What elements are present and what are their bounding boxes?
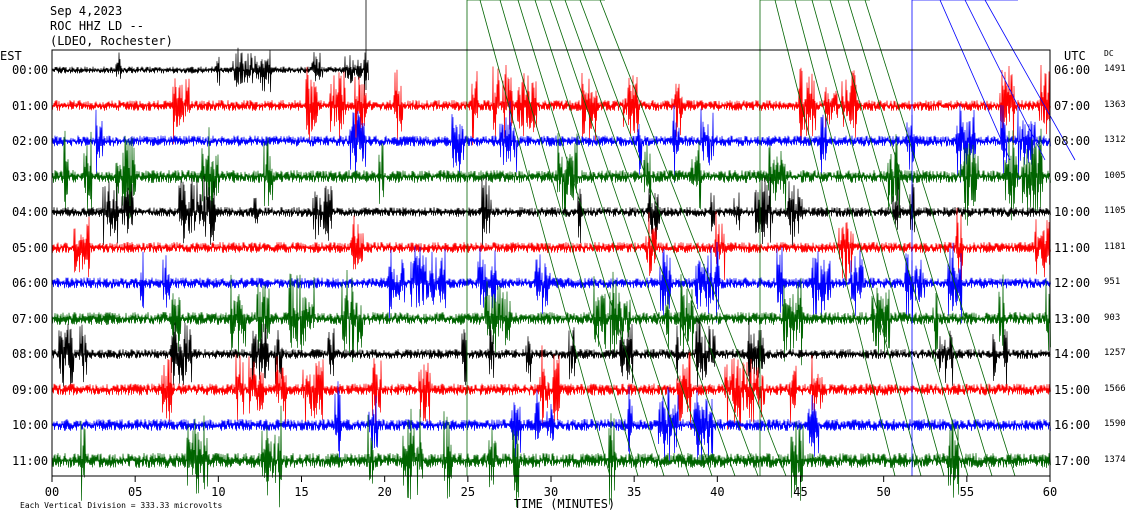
utc-label-5: 11:00 (1054, 240, 1091, 255)
dc-value-8: 1257 (1104, 348, 1126, 358)
marker-diag-a2 (517, 0, 665, 477)
dc-value-5: 1181 (1104, 241, 1126, 252)
trace-02:00 (51, 101, 1051, 183)
marker-diag-b5 (864, 0, 1016, 477)
marker-diag-b4 (847, 0, 993, 477)
est-label-9: 09:00 (12, 382, 49, 397)
trace-10:00 (51, 381, 1051, 469)
marker-diag-a6 (579, 0, 759, 477)
marker-diag-a3 (534, 0, 690, 477)
trace-08:00 (51, 317, 1051, 391)
trace-07:00 (51, 269, 1051, 366)
est-label-7: 07:00 (12, 311, 49, 326)
est-label-3: 03:00 (12, 169, 49, 184)
annotation-lines (365, 0, 1076, 477)
est-label-11: 11:00 (12, 453, 49, 468)
est-label-2: 02:00 (12, 134, 49, 148)
est-label-10: 10:00 (12, 418, 49, 432)
trace-06:00 (51, 241, 1051, 324)
utc-label-1: 07:00 (1054, 98, 1091, 113)
header-date: Sep 4,2023 (50, 4, 123, 18)
marker-diag-c0 (939, 0, 1011, 161)
dc-value-3: 1005 (1104, 170, 1126, 181)
utc-label-0: 06:00 (1054, 63, 1091, 77)
trace-00:00 (51, 47, 369, 96)
utc-label-6: 12:00 (1054, 276, 1091, 290)
x-tick-label-40: 40 (710, 485, 724, 499)
dc-value-4: 1105 (1104, 206, 1126, 216)
x-tick-label-35: 35 (627, 485, 641, 499)
est-label-4: 04:00 (12, 205, 49, 219)
x-ticks: 00 05 10 15 20 25 30 35 40 45 50 55 60 (45, 476, 1057, 499)
x-tick-label-05: 05 (128, 485, 142, 499)
marker-diag-b3 (829, 0, 969, 477)
est-label-8: 08:00 (12, 347, 49, 361)
dc-value-1: 1363 (1104, 99, 1126, 110)
x-tick-label-15: 15 (294, 485, 308, 499)
trace-04:00 (51, 175, 1051, 250)
footer-note: Each Vertical Division = 333.33 microvol… (20, 501, 223, 510)
x-tick-label-20: 20 (377, 485, 391, 499)
marker-diag-b2 (811, 0, 945, 477)
est-label-5: 05:00 (12, 240, 49, 255)
marker-diag-a0 (479, 0, 611, 477)
x-tick-label-50: 50 (876, 485, 890, 499)
dc-value-11: 1374 (1104, 454, 1126, 465)
dc-value-7: 903 (1104, 312, 1121, 323)
trace-11:00 (51, 405, 1051, 508)
dc-label: DC (1104, 49, 1114, 58)
utc-label-2: 08:00 (1054, 134, 1091, 148)
x-tick-label-30: 30 (544, 485, 558, 499)
marker-diag-a5 (564, 0, 736, 477)
est-label-1: 01:00 (12, 98, 49, 113)
dc-value-10: 1590 (1104, 419, 1126, 429)
x-tick-label-55: 55 (960, 485, 974, 499)
header-network: (LDEO, Rochester) (50, 34, 173, 48)
trace-09:00 (51, 345, 1051, 430)
right-axis-label: UTC (1064, 49, 1086, 63)
marker-diag-a4 (549, 0, 713, 477)
marker-diag-c1 (964, 0, 1046, 161)
marker-diag-a1 (499, 0, 639, 477)
dc-value-6: 951 (1104, 277, 1121, 287)
trace-01:00 (51, 64, 1051, 146)
trace-05:00 (51, 207, 1051, 283)
x-tick-label-60: 60 (1043, 485, 1057, 499)
utc-label-11: 17:00 (1054, 453, 1091, 468)
dc-value-0: 1491 (1104, 64, 1126, 74)
marker-diag-a7 (599, 0, 787, 477)
dc-value-2: 1312 (1104, 135, 1126, 145)
marker-diag-c2 (984, 0, 1076, 161)
trace-layer (51, 47, 1051, 508)
est-label-6: 06:00 (12, 276, 49, 290)
x-axis-label: TIME (MINUTES) (514, 497, 616, 511)
utc-label-8: 14:00 (1054, 347, 1091, 361)
marker-diag-b0 (774, 0, 896, 477)
est-label-0: 00:00 (12, 63, 49, 77)
utc-label-3: 09:00 (1054, 169, 1091, 184)
utc-label-10: 16:00 (1054, 418, 1091, 432)
header-station: ROC HHZ LD -- (50, 19, 144, 33)
x-tick-label-00: 00 (45, 485, 59, 499)
marker-diag-b1 (794, 0, 922, 477)
utc-label-9: 15:00 (1054, 382, 1091, 397)
x-tick-label-25: 25 (461, 485, 475, 499)
x-tick-label-10: 10 (211, 485, 225, 499)
utc-label-4: 10:00 (1054, 205, 1091, 219)
utc-label-7: 13:00 (1054, 311, 1091, 326)
dc-value-9: 1566 (1104, 383, 1126, 394)
left-axis-label: EST (0, 49, 22, 63)
x-tick-label-45: 45 (793, 485, 807, 499)
